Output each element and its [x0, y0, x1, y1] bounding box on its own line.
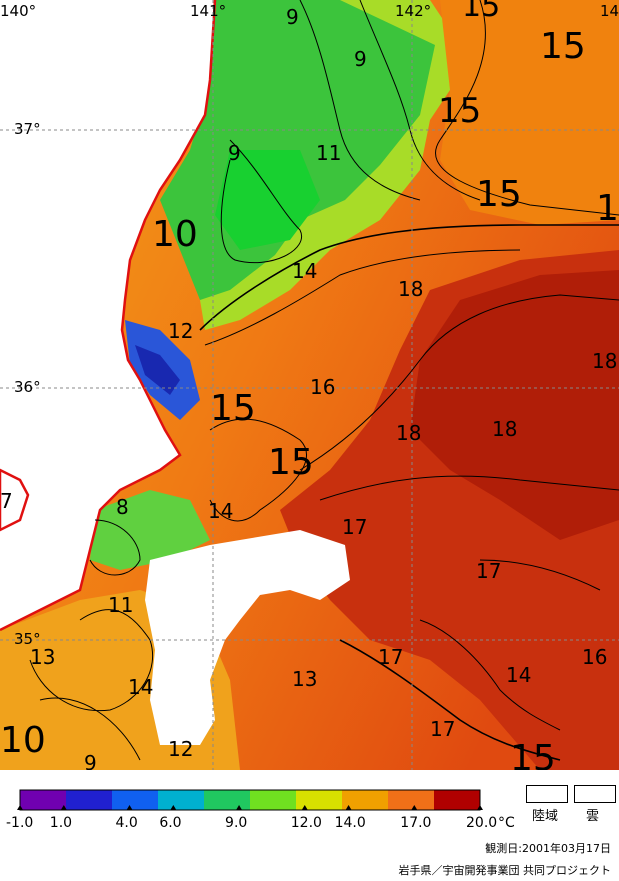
color-bar-segment: [296, 790, 343, 810]
contour-label: 13: [292, 667, 317, 691]
isotherm-contours: [29, 0, 619, 761]
contour-label: 7: [0, 489, 13, 513]
contour-label: 18: [396, 421, 421, 445]
color-bar-segment: [20, 790, 67, 810]
color-bar-tick: [411, 805, 418, 810]
color-bar-segment: [204, 790, 251, 810]
northeast-orange: [440, 0, 619, 225]
legend-tick-label: 4.0: [115, 815, 138, 831]
contour-label: 16: [582, 645, 607, 669]
color-bar-tick: [477, 805, 483, 810]
cloud-key-box: [574, 785, 616, 803]
lat-label-36: 36°: [14, 378, 41, 396]
contour-label: 17: [430, 717, 455, 741]
color-bar-tick: [60, 805, 67, 810]
lat-label-35: 35°: [14, 630, 41, 648]
color-bar: [19, 789, 481, 811]
contour-label: 17: [342, 515, 367, 539]
contour-label: 17: [378, 645, 403, 669]
boso-peninsula-land: [0, 468, 30, 532]
contour-label: 18: [398, 277, 423, 301]
lon-label-140: 140°: [0, 2, 36, 20]
lat-label-37: 37°: [14, 120, 41, 138]
color-bar-tick: [236, 805, 243, 810]
contour-label: 10: [152, 214, 198, 255]
legend-tick-label: -1.0: [6, 815, 34, 831]
contour-label: 14: [506, 663, 531, 687]
color-bar-frame: [19, 789, 481, 811]
legend-tick-label: 1.0: [49, 815, 73, 831]
legend-unit: °C: [498, 815, 515, 831]
contour-label: 14: [208, 499, 233, 523]
coastline: [0, 0, 217, 632]
lon-label-141: 141°: [190, 2, 226, 20]
lon-label-143: 14: [600, 2, 619, 20]
contour-label: 18: [592, 349, 617, 373]
contour-label: 12: [168, 737, 193, 761]
land-honshu: [0, 0, 215, 630]
land-key-box: [526, 785, 568, 803]
contour-label: 11: [316, 141, 341, 165]
color-bar-tick: [170, 805, 177, 810]
temperature-legend: [17, 789, 483, 811]
contour-label: 15: [540, 26, 586, 67]
lat-lon-grid: [0, 0, 619, 770]
color-bar-tick: [301, 805, 308, 810]
contour-label: 11: [108, 593, 133, 617]
project-credit: 岩手県／宇宙開発事業団 共同プロジェクト: [398, 864, 612, 877]
color-bar-tick: [345, 805, 352, 810]
contour-label: 9: [354, 47, 367, 71]
contour-label: 9: [228, 141, 241, 165]
color-bar-tick: [126, 805, 133, 810]
sea-surface-temperature-map: 140° 141° 142° 14 37° 36° 35° 9 9 9 11 1…: [0, 0, 619, 770]
contour-label: 15: [476, 174, 522, 215]
coastal-cold-patch-inner: [135, 345, 180, 395]
contour-label: 8: [116, 495, 129, 519]
yellow-green-band: [200, 0, 470, 330]
deep-green-pocket: [215, 150, 320, 250]
cloud-key-label: 雲: [586, 809, 600, 824]
legend-tick-label: 6.0: [159, 815, 182, 831]
contour-label: 10: [0, 720, 46, 761]
color-bar-segment: [434, 790, 481, 810]
contour-label: 15: [210, 388, 256, 429]
color-bar-ticks: [17, 805, 483, 810]
cloud-mask: [145, 530, 350, 745]
contour-label: 9: [84, 751, 97, 770]
legend-tick-label: 17.0: [400, 815, 432, 831]
contour-label: 15: [438, 91, 481, 131]
legend-tick-label: 9.0: [225, 815, 248, 831]
contour-label: 16: [310, 375, 335, 399]
contour-label: 12: [168, 319, 193, 343]
contour-label: 14: [128, 675, 153, 699]
contour-label: 15: [596, 188, 619, 229]
legend-tick-label: 20.0: [466, 815, 498, 831]
color-bar-segment: [66, 790, 113, 810]
contour-label: 17: [476, 559, 501, 583]
contour-labels: 9 9 9 11 15 15 15 15 15 10 14 18 12 18 1…: [0, 0, 619, 770]
warm-water-core: [410, 270, 619, 540]
contour-label: 13: [30, 645, 55, 669]
color-bar-segment: [158, 790, 205, 810]
contour-label: 9: [286, 5, 299, 29]
coastal-green-patch: [90, 490, 210, 570]
color-bar-segment: [112, 790, 159, 810]
color-bar-segment: [388, 790, 435, 810]
contour-label: 18: [492, 417, 517, 441]
contour-label: 14: [292, 259, 317, 283]
contour-label: 15: [268, 442, 314, 483]
contour-label: 15: [510, 738, 556, 770]
observation-date: 観測日:2001年03月17日: [485, 842, 611, 855]
color-bar-segment: [342, 790, 389, 810]
legend-tick-label: 14.0: [334, 815, 366, 831]
contour-label: 15: [462, 0, 500, 24]
color-bar-tick: [17, 805, 23, 810]
color-bar-segment: [250, 790, 297, 810]
legend-tick-label: 12.0: [290, 815, 322, 831]
land-key-label: 陸域: [532, 809, 559, 824]
lon-label-142: 142°: [395, 2, 431, 20]
